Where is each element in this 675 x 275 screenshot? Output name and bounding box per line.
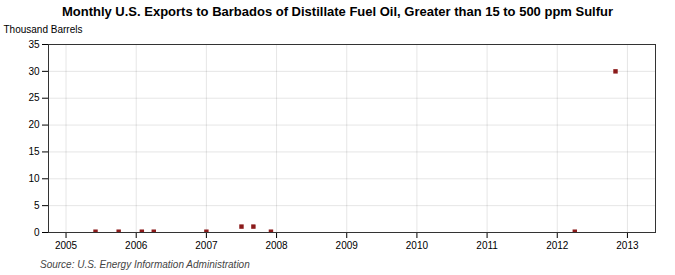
svg-text:35: 35 [28,39,40,50]
svg-text:2012: 2012 [546,240,569,251]
svg-text:2009: 2009 [336,240,359,251]
html-text:Monthly U.S. Exports to Barbad: Monthly U.S. Exports to Barbados of Dist… [61,4,614,19]
svg-text:5: 5 [34,200,40,211]
svg-text:2005: 2005 [55,240,78,251]
svg-text:30: 30 [28,66,40,77]
svg-text:2007: 2007 [195,240,218,251]
svg-text:10: 10 [28,173,40,184]
svg-text:25: 25 [28,92,40,103]
svg-text:2006: 2006 [125,240,148,251]
svg-text:2010: 2010 [406,240,429,251]
svg-text:2008: 2008 [265,240,288,251]
svg-text:2011: 2011 [476,240,498,251]
svg-text:20: 20 [28,119,40,130]
svg-text:15: 15 [28,146,40,157]
html-text:Source: U.S. Energy Informatio: Source: U.S. Energy Information Administ… [40,259,250,270]
svg-text:0: 0 [34,227,40,238]
svg-text:2013: 2013 [616,240,639,251]
svg-text:Thousand Barrels: Thousand Barrels [4,24,83,35]
